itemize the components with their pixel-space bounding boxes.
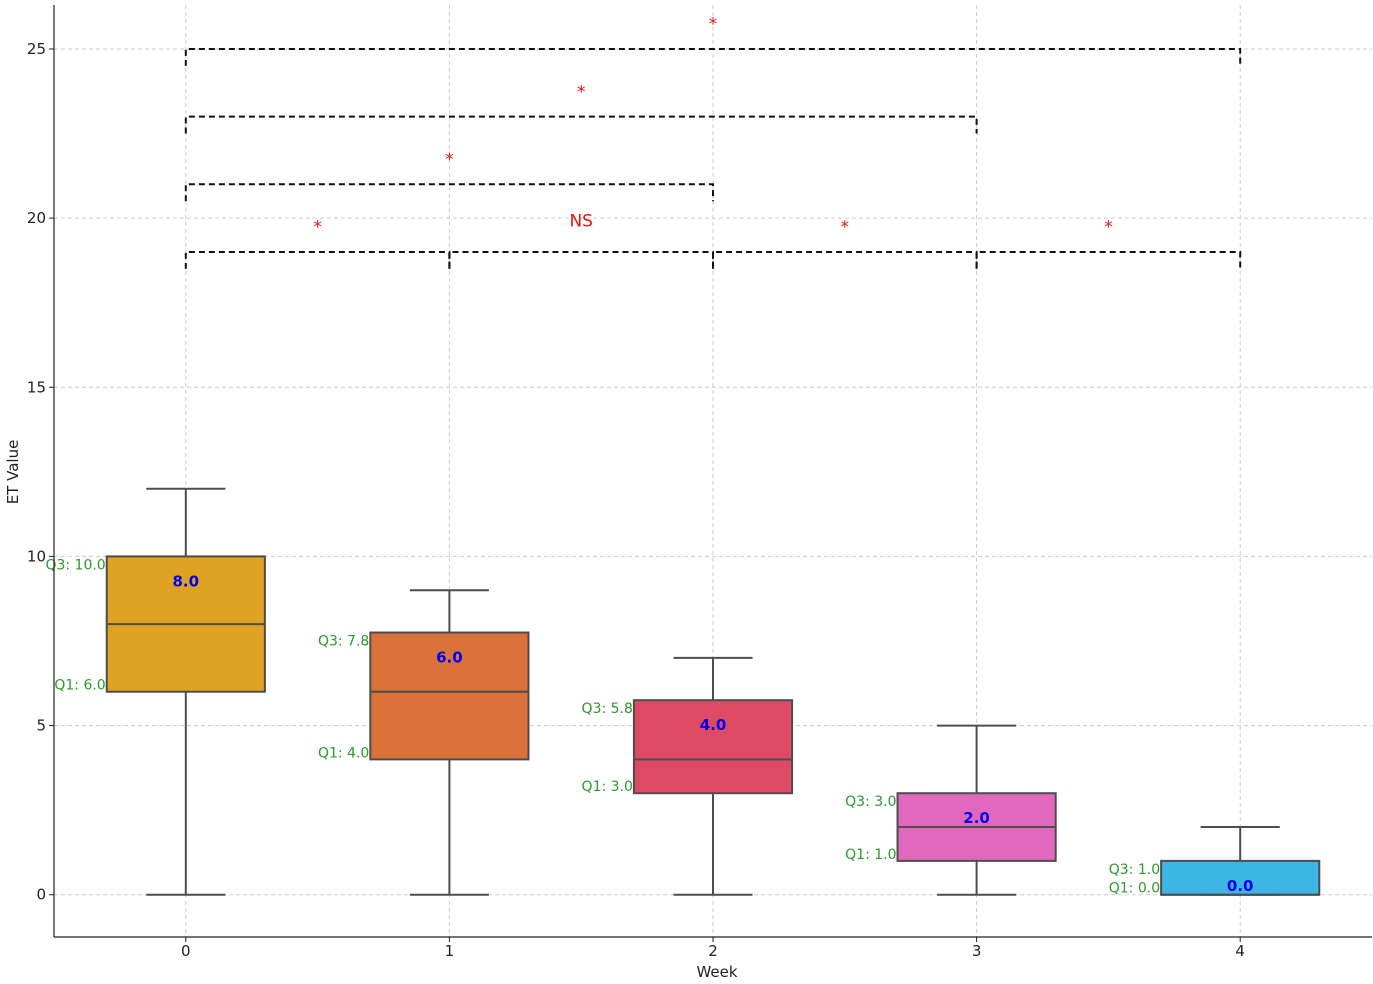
q1-label: Q1: 1.0 — [845, 847, 896, 863]
q1-label: Q1: 6.0 — [54, 678, 105, 694]
box-group: Q3: 7.8 Q1: 4.0 6.0 — [318, 589, 530, 896]
bracket-line — [184, 250, 451, 269]
box-group: Q3: 3.0 Q1: 1.0 2.0 — [845, 724, 1057, 896]
x-tick-label: 0 — [181, 942, 191, 960]
significance-label: * — [709, 15, 718, 35]
bracket-line — [712, 250, 978, 269]
bracket-line — [184, 47, 1242, 66]
y-tick-label: 0 — [36, 886, 46, 904]
x-tick-label: 3 — [972, 942, 982, 960]
significance-bracket: * — [712, 218, 978, 269]
q3-label: Q3: 10.0 — [45, 557, 105, 573]
axis-ticks: 0 5 10 15 20 25 0 1 2 3 4 — [27, 40, 1245, 960]
y-axis-label: ET Value — [4, 440, 22, 505]
box-group: Q3: 10.0 Q1: 6.0 8.0 — [45, 487, 266, 896]
x-axis-label: Week — [696, 963, 737, 981]
q1-label: Q1: 0.0 — [1109, 881, 1160, 897]
q3-label: Q3: 7.8 — [318, 634, 369, 650]
q3-label: Q3: 3.0 — [845, 794, 896, 810]
q1-label: Q1: 4.0 — [318, 745, 369, 761]
x-tick-label: 2 — [708, 942, 718, 960]
significance-bracket: * — [184, 82, 978, 134]
box-body — [1160, 859, 1321, 896]
box-body — [632, 699, 794, 795]
y-tick-label: 5 — [36, 717, 46, 735]
median-value-label: 0.0 — [1227, 877, 1254, 895]
bracket-line — [184, 115, 978, 134]
y-tick-label: 15 — [27, 378, 46, 396]
box-body — [369, 631, 530, 761]
significance-bracket: * — [975, 218, 1242, 269]
y-tick-label: 25 — [27, 40, 46, 58]
x-tick-label: 4 — [1235, 942, 1245, 960]
median-value-label: 2.0 — [963, 809, 990, 827]
bracket-line — [184, 183, 714, 202]
box-series: Q3: 10.0 Q1: 6.0 8.0 Q3: 7.8 Q1: 4.0 6.0 Q3: 5… — [45, 487, 1321, 897]
bracket-line — [975, 250, 1242, 269]
significance-bracket: * — [184, 15, 1242, 66]
y-tick-label: 20 — [27, 209, 46, 227]
bracket-line — [448, 250, 714, 269]
significance-label: * — [841, 218, 850, 238]
significance-label: * — [313, 218, 322, 238]
significance-label: NS — [569, 212, 593, 232]
q3-label: Q3: 5.8 — [582, 701, 633, 717]
q3-label: Q3: 1.0 — [1109, 862, 1160, 878]
significance-label: * — [1104, 218, 1113, 238]
median-value-label: 4.0 — [700, 716, 727, 734]
box-group: Q3: 1.0 Q1: 0.0 0.0 — [1109, 826, 1321, 897]
x-tick-label: 1 — [445, 942, 455, 960]
significance-bracket: * — [184, 218, 451, 269]
significance-label: * — [445, 150, 454, 170]
box-group: Q3: 5.8 Q1: 3.0 4.0 — [582, 656, 794, 896]
significance-label: * — [577, 82, 586, 102]
median-value-label: 8.0 — [173, 572, 200, 590]
significance-brackets: * NS * * * * * — [184, 15, 1242, 269]
median-value-label: 6.0 — [436, 649, 463, 667]
significance-bracket: NS — [448, 212, 714, 269]
y-tick-label: 10 — [27, 547, 46, 565]
q1-label: Q1: 3.0 — [582, 779, 633, 795]
significance-bracket: * — [184, 150, 714, 202]
